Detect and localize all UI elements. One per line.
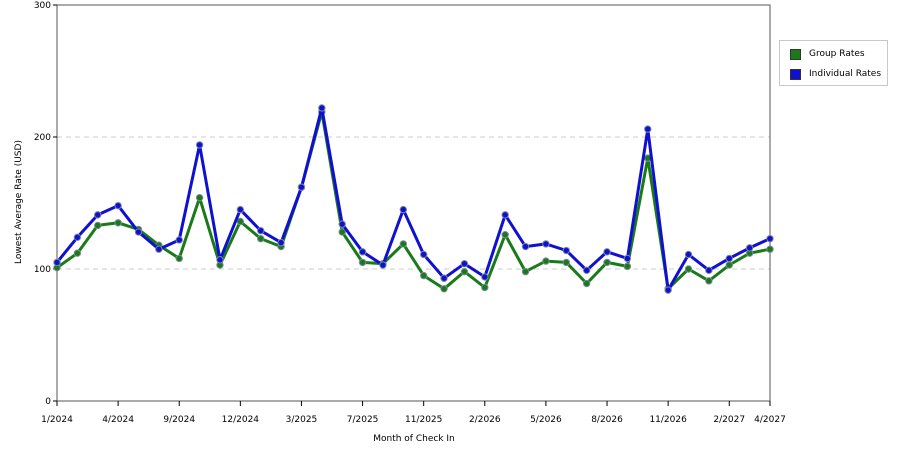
data-point-group-rates: [236, 217, 245, 226]
data-point-individual-rates: [745, 244, 754, 252]
legend-label-group-rates: Group Rates: [809, 49, 865, 59]
series-line-group-rates: [56, 110, 771, 291]
data-point-group-rates: [481, 283, 489, 292]
data-point-group-rates: [195, 194, 204, 202]
x-tick-label: 11/2025: [405, 415, 442, 425]
data-point-group-rates: [94, 221, 102, 230]
data-point-group-rates: [623, 262, 632, 271]
data-point-individual-rates: [297, 183, 306, 191]
x-tick-label: 12/2024: [222, 415, 260, 425]
series-group-rates: [53, 108, 774, 293]
x-tick-label: 4/2024: [102, 415, 134, 425]
data-point-individual-rates: [358, 248, 367, 256]
data-point-individual-rates: [134, 228, 143, 236]
data-point-group-rates: [582, 279, 591, 288]
data-point-individual-rates: [216, 256, 224, 264]
legend-item-individual-rates: Individual Rates: [790, 67, 881, 81]
data-point-individual-rates: [766, 234, 774, 243]
data-point-group-rates: [358, 258, 367, 267]
legend-swatch-group-rates: [790, 48, 801, 60]
data-point-group-rates: [114, 219, 122, 227]
data-point-individual-rates: [725, 254, 733, 263]
data-point-individual-rates: [399, 205, 408, 214]
data-point-individual-rates: [582, 266, 591, 275]
data-point-individual-rates: [114, 201, 122, 210]
data-point-individual-rates: [644, 125, 652, 133]
data-point-individual-rates: [419, 250, 428, 259]
data-point-individual-rates: [155, 245, 163, 253]
legend-label-individual-rates: Individual Rates: [809, 69, 882, 79]
data-point-group-rates: [338, 228, 346, 236]
legend: Group Rates Individual Rates: [779, 40, 888, 86]
data-point-individual-rates: [501, 211, 509, 219]
axes: [56, 4, 771, 402]
legend-item-group-rates: Group Rates: [790, 47, 865, 61]
x-tick-label: 2/2027: [713, 415, 745, 425]
data-point-group-rates: [542, 257, 550, 265]
data-point-group-rates: [501, 230, 509, 239]
data-point-group-rates: [257, 234, 265, 243]
data-point-group-rates: [705, 277, 713, 285]
data-point-individual-rates: [73, 233, 82, 242]
x-tick-label: 9/2024: [163, 415, 195, 425]
x-tick-label: 5/2026: [530, 415, 562, 425]
data-point-individual-rates: [521, 242, 530, 251]
series-layer: [53, 104, 774, 294]
data-point-individual-rates: [481, 273, 489, 281]
x-tick-label: 1/2024: [41, 415, 73, 425]
data-point-individual-rates: [236, 205, 245, 214]
data-point-group-rates: [562, 258, 570, 267]
data-point-individual-rates: [277, 238, 285, 247]
series-individual-rates: [53, 104, 774, 294]
data-point-group-rates: [73, 249, 82, 257]
data-point-group-rates: [725, 261, 733, 269]
data-point-individual-rates: [53, 258, 61, 267]
x-tick-label: 2/2026: [469, 415, 501, 425]
data-point-individual-rates: [684, 250, 693, 259]
data-point-group-rates: [603, 258, 611, 267]
data-point-individual-rates: [542, 240, 550, 248]
data-point-individual-rates: [379, 261, 387, 269]
data-point-individual-rates: [94, 211, 102, 219]
x-tick-label: 3/2025: [286, 415, 318, 425]
x-tick-label: 8/2026: [591, 415, 623, 425]
data-point-individual-rates: [338, 220, 346, 228]
data-point-individual-rates: [175, 236, 183, 244]
x-tick-label: 7/2025: [347, 415, 379, 425]
data-point-group-rates: [440, 285, 448, 293]
y-tick-label: 100: [34, 265, 51, 275]
data-point-individual-rates: [623, 254, 632, 263]
data-point-individual-rates: [603, 248, 611, 256]
y-axis-title: Lowest Average Rate (USD): [14, 140, 24, 264]
x-axis-ticks: 1/2024 4/2024 9/2024 12/2024 3/2025 7/2025 11/…: [41, 401, 786, 425]
data-point-individual-rates: [460, 260, 469, 268]
plot-frame: [56, 4, 771, 402]
data-point-group-rates: [460, 267, 469, 276]
data-point-individual-rates: [664, 286, 672, 294]
data-point-group-rates: [399, 240, 408, 248]
data-point-individual-rates: [318, 104, 326, 112]
series-line-individual-rates: [55, 106, 771, 292]
data-point-group-rates: [766, 245, 774, 253]
y-tick-label: 0: [45, 397, 51, 407]
data-point-individual-rates: [705, 266, 713, 275]
data-point-group-rates: [175, 254, 183, 263]
data-point-individual-rates: [440, 274, 448, 282]
data-point-group-rates: [419, 271, 428, 280]
data-point-group-rates: [684, 265, 693, 273]
x-tick-label: 11/2026: [649, 415, 687, 425]
data-point-individual-rates: [562, 246, 570, 255]
data-point-individual-rates: [195, 141, 204, 149]
gridlines: [57, 136, 770, 270]
y-axis-ticks: 0 100 200 300: [34, 1, 57, 407]
x-axis-title: Month of Check In: [373, 434, 455, 444]
legend-swatch-individual-rates: [790, 68, 801, 80]
x-tick-label: 4/2027: [754, 415, 786, 425]
data-point-group-rates: [521, 267, 530, 276]
y-tick-label: 200: [34, 133, 51, 143]
y-tick-label: 300: [34, 1, 51, 11]
data-point-individual-rates: [257, 227, 265, 235]
